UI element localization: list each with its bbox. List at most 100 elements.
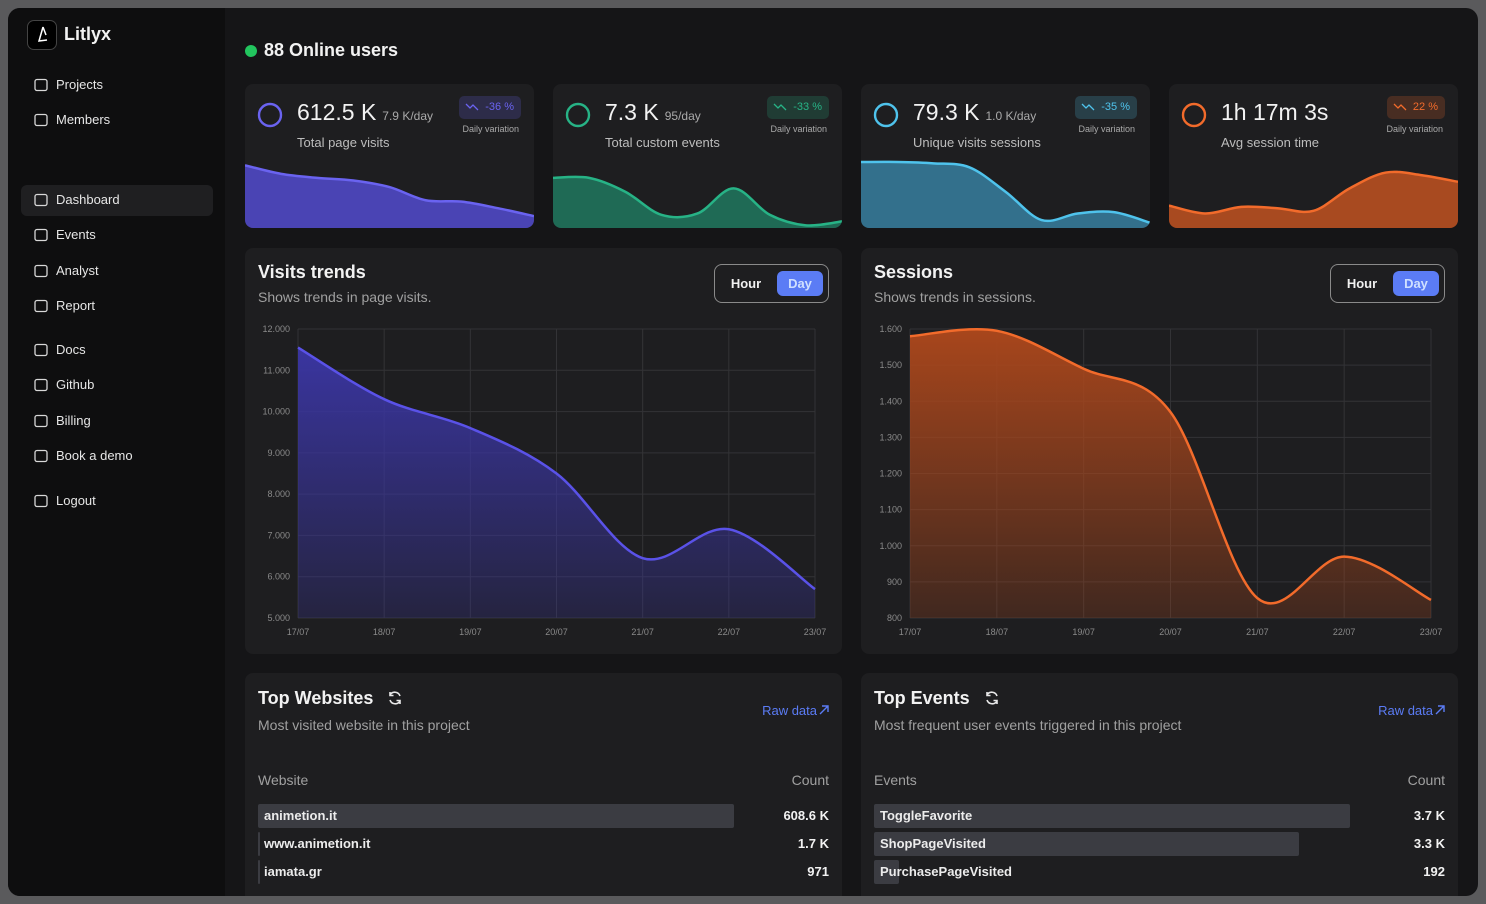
nav-icon (34, 379, 48, 392)
stat-number: 612.5 K (297, 99, 377, 125)
nav-icon-shape (34, 343, 48, 357)
nav-item[interactable]: Events (56, 227, 96, 243)
row-bar (258, 832, 260, 856)
toggle-option[interactable]: Day (777, 271, 823, 296)
sparkline (861, 160, 1150, 228)
y-tick-label: 6.000 (267, 572, 290, 582)
toggle-option[interactable]: Hour (730, 276, 762, 291)
table-title: Top Events (874, 688, 970, 708)
stat-icon-shape (257, 102, 283, 128)
link-arrow-shape (1435, 705, 1445, 715)
y-tick-label: 900 (887, 577, 902, 587)
sparkline-line (1169, 170, 1458, 215)
stat-card: 79.3 K 1.0 K/day Unique visits sessions -35… (861, 84, 1150, 228)
nav-item[interactable]: Report (56, 297, 96, 313)
refresh-icon (986, 691, 998, 705)
y-tick-label: 9.000 (267, 448, 290, 458)
nav-item[interactable]: Members (56, 112, 111, 128)
y-tick-label: 10.000 (262, 407, 290, 417)
sparkline-line (245, 164, 534, 218)
stat-value: 612.5 K 7.9 K/day (297, 99, 433, 126)
variation-badge: 22 % (1386, 96, 1445, 119)
nav-item[interactable]: Logout (56, 493, 96, 508)
nav-active-bg (21, 185, 213, 216)
row-bar (258, 804, 734, 828)
x-tick-label: 20/07 (545, 627, 568, 637)
chart-title: Visits trends (258, 262, 366, 282)
sparkline (553, 175, 842, 228)
line (909, 327, 1432, 605)
y-tick-label: 1.300 (879, 432, 902, 442)
raw-data-link[interactable]: Raw data (762, 703, 817, 718)
stat-number: 79.3 K (913, 99, 980, 125)
nav-icon (34, 264, 48, 277)
x-tick-label: 21/07 (631, 627, 654, 637)
sparkline (245, 164, 534, 228)
nav-icon-shape (34, 494, 48, 508)
variation-icon (1393, 103, 1407, 111)
y-tick-label: 11.000 (263, 365, 290, 375)
online-users: 88 Online users (264, 40, 399, 60)
variation-icon (465, 103, 479, 111)
nav-item[interactable]: Projects (56, 77, 103, 92)
stat-icon (1181, 102, 1207, 128)
toggle-option[interactable]: Day (1393, 271, 1439, 296)
column-header: Events (874, 772, 917, 788)
table-title: Top Websites (258, 688, 374, 708)
nav-icon-shape (34, 299, 48, 313)
table-subtitle: Most visited website in this project (258, 717, 470, 733)
stat-number: 1h 17m 3s (1221, 99, 1329, 125)
variation-icon (1081, 103, 1095, 111)
sparkline-area (1169, 171, 1458, 228)
variation-label: Daily variation (462, 124, 519, 134)
x-tick-label: 22/07 (1333, 627, 1356, 637)
refresh-icon (389, 691, 401, 705)
stat-card: 7.3 K 95/day Total custom events -33 % Daily… (553, 84, 842, 228)
nav-icon (34, 78, 48, 92)
nav-icon-shape (34, 78, 48, 92)
row-name: PurchasePageVisited (880, 864, 1012, 879)
toggle-option[interactable]: Hour (1346, 276, 1378, 291)
x-tick-label: 21/07 (1246, 627, 1269, 637)
row-bar (874, 832, 1299, 856)
row-bar (258, 860, 260, 884)
chart-card: Visits trends Shows trends in page visits… (245, 248, 842, 654)
nav-icon (34, 193, 48, 207)
logo-icon (37, 26, 48, 42)
nav-item[interactable]: Analyst (56, 262, 99, 278)
x-tick-label: 17/07 (899, 627, 922, 637)
table-card: Top Events Most frequent user events trig… (861, 673, 1458, 896)
nav-icon (34, 494, 48, 508)
y-tick-label: 7.000 (267, 530, 290, 540)
row-name: animetion.it (264, 808, 337, 823)
column-header: Count (1407, 772, 1445, 788)
nav-item[interactable]: Docs (56, 342, 86, 357)
logo-mark (37, 26, 48, 42)
y-tick-label: 1.000 (879, 541, 902, 551)
line (297, 346, 816, 591)
y-tick-label: 1.500 (879, 360, 902, 370)
stat-icon (257, 102, 283, 128)
stat-rate: 1.0 K/day (985, 109, 1037, 123)
sparkline-line (553, 175, 842, 227)
raw-data-link[interactable]: Raw data (1378, 703, 1433, 718)
chart-card: Sessions Shows trends in sessions. Hour Day… (861, 248, 1458, 654)
stat-icon-shape (1181, 102, 1207, 128)
stat-label: Total custom events (605, 135, 720, 150)
stat-icon-shape (873, 102, 899, 128)
y-tick-label: 5.000 (267, 613, 290, 623)
nav-item[interactable]: Book a demo (56, 447, 133, 463)
column-header: Count (791, 772, 829, 788)
nav-icon (34, 414, 48, 427)
nav-item[interactable]: Github (56, 377, 95, 393)
row-name: ShopPageVisited (880, 836, 986, 851)
variation-arrow (1081, 103, 1095, 111)
nav-icon-shape (34, 414, 48, 427)
nav-item[interactable]: Dashboard (56, 192, 120, 207)
nav-icon (34, 449, 48, 463)
row-count: 3.3 K (1413, 836, 1445, 851)
nav-item[interactable]: Billing (56, 412, 91, 428)
y-tick-label: 1.400 (879, 396, 902, 406)
variation-badge: -36 % (459, 96, 521, 119)
variation-arrow (773, 103, 787, 111)
